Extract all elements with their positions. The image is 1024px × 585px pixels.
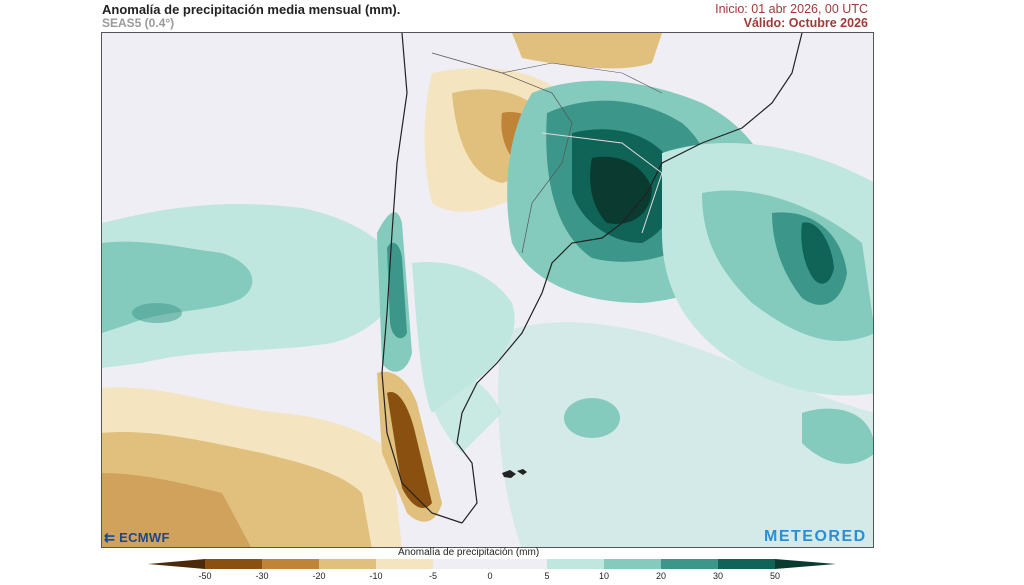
anomaly-map [101,32,874,548]
colorbar-tick: 20 [655,571,667,581]
colorbar-tick: 10 [598,571,610,581]
meteored-logo: METEORED [764,528,867,545]
colorbar-tick: -5 [428,571,438,581]
map-graphic [102,33,873,547]
colorbar-tick: -30 [255,571,269,581]
colorbar-tick: 30 [712,571,724,581]
colorbar-tick: -10 [369,571,383,581]
colorbar-label: Anomalía de precipitación (mm) [398,547,540,558]
ecmwf-logo: ⇇ ECMWF [104,530,170,545]
ecmwf-logo-icon: ⇇ [104,530,116,545]
colorbar-tick: 0 [487,571,493,581]
map-title: Anomalía de precipitación media mensual … [102,2,401,17]
valid-time: Válido: Octubre 2026 [743,16,868,30]
colorbar-tick: 5 [544,571,550,581]
colorbar-tick: 50 [769,571,781,581]
colorbar-tick: -50 [198,571,212,581]
init-time: Inicio: 01 abr 2026, 00 UTC [715,2,868,16]
colorbar [148,559,836,569]
colorbar-tick: -20 [312,571,326,581]
model-subtitle: SEAS5 (0.4°) [102,16,175,30]
